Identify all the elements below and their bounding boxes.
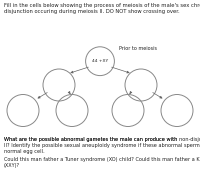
Text: Prior to meiosis: Prior to meiosis xyxy=(119,46,157,51)
Text: What are the possible abnormal gametes the male can produce with non-disjunction: What are the possible abnormal gametes t… xyxy=(4,137,200,154)
Text: 44 +XY: 44 +XY xyxy=(92,59,108,63)
Text: Could this man father a Tuner syndrome (XO) child? Could this man father a Kline: Could this man father a Tuner syndrome (… xyxy=(4,157,200,168)
Text: Fill in the cells below showing the process of meiosis of the male's sex chromos: Fill in the cells below showing the proc… xyxy=(4,3,200,14)
Text: What are the possible abnormal gametes the male can produce with: What are the possible abnormal gametes t… xyxy=(4,137,179,142)
